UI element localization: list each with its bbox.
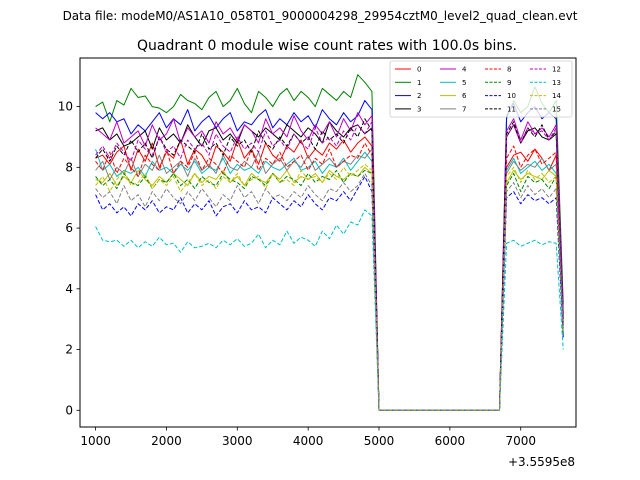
legend-label-7: 7 [462,106,466,114]
legend-label-3: 3 [417,106,421,114]
x-offset-label: +3.5595e8 [508,455,575,469]
legend-label-11: 11 [507,106,516,114]
x-tick-label: 7000 [505,434,536,448]
x-tick-label: 3000 [222,434,253,448]
legend-label-1: 1 [417,79,421,87]
legend-label-9: 9 [507,79,511,87]
x-tick-label: 2000 [151,434,182,448]
legend-label-13: 13 [552,79,561,87]
chart-title: Quadrant 0 module wise count rates with … [137,38,517,54]
axes: 1000 2000 3000 4000 5000 6000 7000 0 2 4 6 8 10 [58,100,536,448]
y-tick-label: 10 [58,100,73,114]
series-line-15 [95,172,564,411]
y-tick-label: 2 [65,343,73,357]
legend-label-0: 0 [417,66,421,74]
x-tick-label: 4000 [293,434,324,448]
legend-label-2: 2 [417,92,421,100]
y-tick-label: 0 [65,403,73,417]
plot-frame [79,57,577,428]
legend-label-4: 4 [462,66,467,74]
series-lines [95,74,564,411]
legend-label-14: 14 [552,92,561,100]
legend-label-15: 15 [552,106,561,114]
y-tick-label: 8 [65,160,73,174]
x-tick-label: 1000 [80,434,111,448]
series-line-11 [95,118,564,411]
y-tick-label: 6 [65,221,73,235]
legend-label-8: 8 [507,66,511,74]
legend-label-12: 12 [552,66,561,74]
legend-label-6: 6 [462,92,467,100]
legend-label-10: 10 [507,92,516,100]
series-line-13 [95,209,564,411]
legend-box [389,60,573,118]
y-tick-label: 4 [65,282,73,296]
x-tick-label: 5000 [364,434,395,448]
x-tick-label: 6000 [435,434,466,448]
legend-label-5: 5 [462,79,466,87]
figure-suptitle: Data file: modeM0/AS1A10_058T01_90000042… [63,9,578,23]
